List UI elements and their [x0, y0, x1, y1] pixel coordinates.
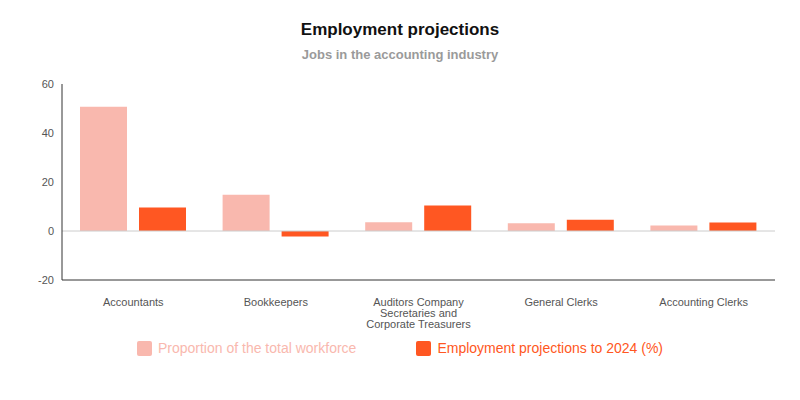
svg-text:0: 0 [48, 225, 54, 237]
svg-text:Auditors CompanySecretaries an: Auditors CompanySecretaries andCorporate… [366, 296, 471, 330]
svg-text:20: 20 [42, 176, 54, 188]
svg-text:General Clerks: General Clerks [524, 296, 598, 308]
svg-text:Accounting Clerks: Accounting Clerks [659, 296, 748, 308]
svg-text:60: 60 [42, 78, 54, 90]
html-text:Proportion of the total workfo: Proportion of the total workforce [157, 340, 357, 356]
html-text:Employment projections to 2024: Employment projections to 2024 (%) [437, 340, 663, 356]
svg-text:-20: -20 [38, 274, 54, 286]
html-text:Jobs in the accounting industr: Jobs in the accounting industry [301, 47, 499, 62]
html-text:Employment projections: Employment projections [300, 20, 500, 39]
svg-text:Accountants: Accountants [103, 296, 164, 308]
svg-text:40: 40 [42, 127, 54, 139]
svg-text:Bookkeepers: Bookkeepers [244, 296, 309, 308]
